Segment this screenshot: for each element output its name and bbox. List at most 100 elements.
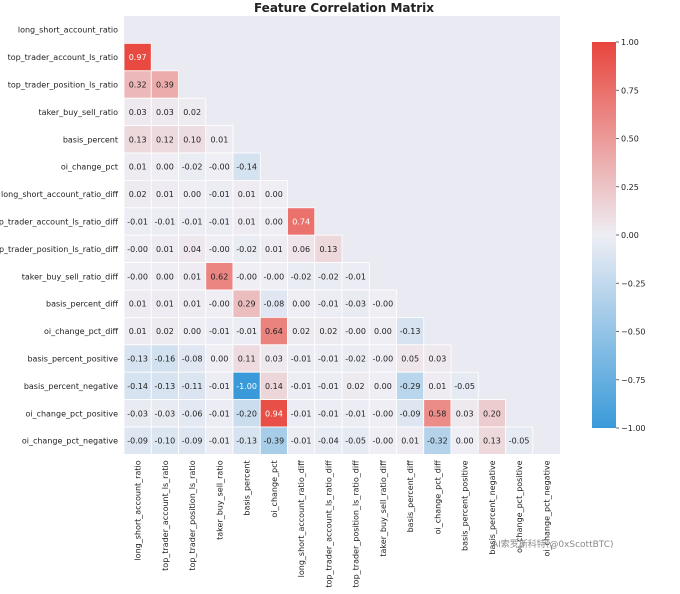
cell-value-label: -0.01 xyxy=(209,218,230,227)
cell-value-label: -0.01 xyxy=(318,300,339,309)
heatmap-cell xyxy=(259,316,288,346)
cell-value-label: 0.01 xyxy=(183,272,201,281)
heatmap-cell xyxy=(341,262,370,291)
heatmap-cell xyxy=(259,262,288,291)
heatmap-cell xyxy=(287,289,316,318)
cell-value-label: 0.03 xyxy=(156,108,174,117)
heatmap-cell xyxy=(368,289,397,318)
heatmap-cell xyxy=(123,289,152,318)
heatmap-cell xyxy=(123,152,152,181)
heatmap-cell xyxy=(150,344,179,373)
row-label: oi_change_pct xyxy=(61,163,118,172)
column-label: taker_buy_sell_ratio xyxy=(215,460,224,540)
cell-value-label: -0.05 xyxy=(509,437,530,446)
cell-value-label: -0.01 xyxy=(209,327,230,336)
row-label: top_trader_account_ls_ratio xyxy=(8,53,119,62)
cell-value-label: -0.00 xyxy=(373,437,394,446)
row-labels: long_short_account_ratio top_trader_accou… xyxy=(0,26,118,446)
cell-value-label: 0.01 xyxy=(238,218,256,227)
heatmap-cell xyxy=(150,426,179,455)
heatmap-cell xyxy=(150,152,179,181)
heatmap-cell xyxy=(368,316,397,346)
cell-value-label: 0.13 xyxy=(483,437,501,446)
heatmap-cell xyxy=(259,234,288,263)
colorbar-tick-label: 0.75 xyxy=(621,86,639,95)
cell-value-label: 0.13 xyxy=(319,245,337,254)
cell-value-label: 0.01 xyxy=(129,300,147,309)
heatmap-cell xyxy=(314,234,343,263)
row-label: oi_change_pct_positive xyxy=(25,409,118,418)
heatmap-cells: 0.97 0.32 0.39 0.03 0.03 0.02 0.13 0.12 0.10 0.01… xyxy=(123,43,534,455)
heatmap-cell xyxy=(341,316,370,346)
cell-value-label: 0.01 xyxy=(210,135,228,144)
cell-value-label: -0.02 xyxy=(318,272,339,281)
cell-value-label: 0.29 xyxy=(238,300,256,309)
cell-value-label: -0.10 xyxy=(155,437,176,446)
column-label: top_trader_account_ls_ratio_diff xyxy=(324,460,333,588)
cell-value-label: -0.00 xyxy=(209,245,230,254)
column-label: long_short_account_ratio xyxy=(134,460,143,560)
heatmap-cell xyxy=(150,399,179,428)
cell-value-label: 0.05 xyxy=(401,355,419,364)
cell-value-label: -0.05 xyxy=(345,437,366,446)
cell-value-label: -0.09 xyxy=(400,409,421,418)
heatmap-cell xyxy=(205,262,234,291)
column-label: top_trader_account_ls_ratio xyxy=(161,460,170,571)
heatmap-cell xyxy=(450,426,479,455)
cell-value-label: -0.01 xyxy=(127,218,148,227)
heatmap-cell xyxy=(150,125,179,154)
row-label: oi_change_pct_negative xyxy=(22,437,118,446)
heatmap-cell xyxy=(396,426,425,455)
heatmap-cell xyxy=(205,316,234,346)
cell-value-label: -0.13 xyxy=(236,437,257,446)
colorbar-tick-label: −0.25 xyxy=(621,279,646,288)
cell-value-label: -0.01 xyxy=(291,437,312,446)
heatmap-cell xyxy=(205,399,234,428)
heatmap-cell xyxy=(178,207,207,236)
cell-value-label: 0.01 xyxy=(129,163,147,172)
cell-value-label: 0.01 xyxy=(183,300,201,309)
cell-value-label: 0.02 xyxy=(292,327,310,336)
heatmap-cell xyxy=(423,426,452,455)
row-label: basis_percent_positive xyxy=(27,355,118,364)
heatmap-cell xyxy=(505,426,534,455)
heatmap-cell xyxy=(423,399,452,428)
cell-value-label: 0.01 xyxy=(156,245,174,254)
column-label: basis_percent xyxy=(243,460,252,515)
cell-value-label: 0.00 xyxy=(210,355,228,364)
cell-value-label: -0.01 xyxy=(318,409,339,418)
cell-value-label: 0.62 xyxy=(210,272,228,281)
cell-value-label: -0.08 xyxy=(182,355,203,364)
heatmap-cell xyxy=(178,344,207,373)
cell-value-label: 0.20 xyxy=(483,409,501,418)
column-label: oi_change_pct_negative xyxy=(542,460,551,556)
heatmap-cell xyxy=(123,399,152,428)
cell-value-label: 0.04 xyxy=(183,245,201,254)
column-label: basis_percent_negative xyxy=(488,460,497,554)
cell-value-label: 0.58 xyxy=(428,409,446,418)
cell-value-label: -0.03 xyxy=(127,409,148,418)
heatmap-cell xyxy=(314,262,343,291)
row-label: basis_percent_negative xyxy=(24,382,118,391)
heatmap-cell xyxy=(259,289,288,318)
column-label: taker_buy_sell_ratio_diff xyxy=(379,460,388,557)
colorbar-tick-label: 0.25 xyxy=(621,183,639,192)
heatmap-cell xyxy=(314,399,343,428)
column-label: top_trader_position_ls_ratio_diff xyxy=(352,460,361,588)
cell-value-label: -0.01 xyxy=(209,409,230,418)
row-label: top_trader_position_ls_ratio xyxy=(8,81,118,90)
cell-value-label: -0.13 xyxy=(155,382,176,391)
cell-value-label: 0.02 xyxy=(156,327,174,336)
cell-value-label: -0.01 xyxy=(236,327,257,336)
colorbar-tick-label: −1.00 xyxy=(621,424,646,433)
cell-value-label: -0.01 xyxy=(318,355,339,364)
heatmap-cell xyxy=(368,426,397,455)
cell-value-label: -0.01 xyxy=(209,190,230,199)
cell-value-label: 0.74 xyxy=(292,218,310,227)
cell-value-label: -0.13 xyxy=(127,355,148,364)
cell-value-label: -0.14 xyxy=(236,163,257,172)
heatmap-cell xyxy=(178,316,207,346)
cell-value-label: 0.11 xyxy=(238,355,256,364)
heatmap-cell xyxy=(123,262,152,291)
